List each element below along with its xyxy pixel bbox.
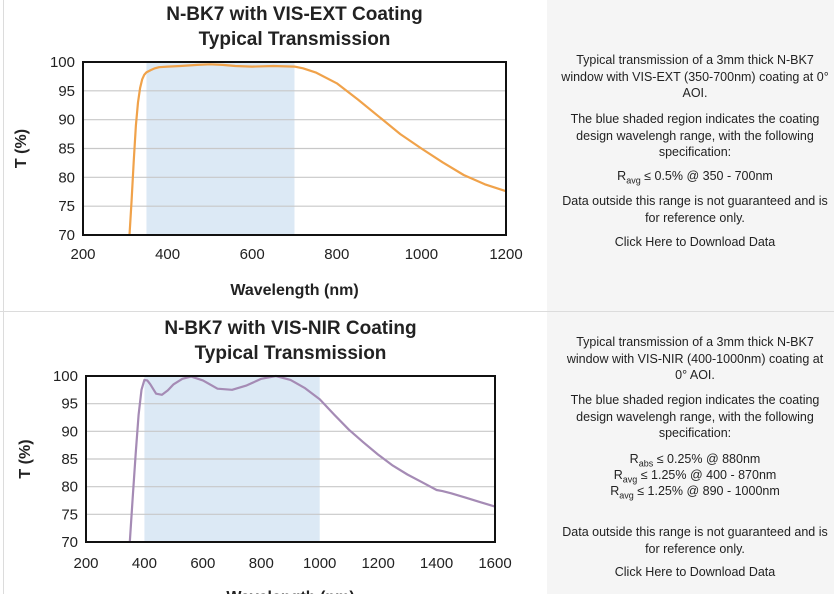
x-tick-label: 400 bbox=[132, 555, 157, 572]
plot-frame bbox=[85, 375, 496, 543]
spec-line: Ravg ≤ 0.5% @ 350 - 700nm bbox=[617, 169, 773, 186]
y-tick-label: 85 bbox=[58, 141, 75, 158]
y-tick-label: 70 bbox=[58, 227, 75, 244]
y-tick-label: 80 bbox=[58, 169, 75, 186]
product-row-vis-ext: N-BK7 with VIS-EXT Coating Typical Transm… bbox=[3, 0, 834, 311]
y-tick-label: 75 bbox=[58, 198, 75, 215]
x-tick-label: 1000 bbox=[405, 246, 438, 263]
x-tick-label: 1400 bbox=[420, 555, 453, 572]
chart-title: N-BK7 with VIS-NIR Coating bbox=[164, 318, 416, 339]
transmission-line bbox=[128, 374, 496, 543]
transmission-line bbox=[128, 63, 507, 236]
x-tick-label: 200 bbox=[73, 555, 98, 572]
x-tick-label: 800 bbox=[249, 555, 274, 572]
description-text: Typical transmission of a 3mm thick N-BK… bbox=[566, 335, 824, 382]
chart-cell: N-BK7 with VIS-EXT Coating Typical Transm… bbox=[3, 0, 548, 311]
description-cell: Typical transmission of a 3mm thick N-BK… bbox=[547, 312, 834, 594]
x-axis-label: Wavelength (nm) bbox=[230, 282, 358, 299]
y-tick-label: 100 bbox=[53, 368, 78, 385]
description-text: Typical transmission of a 3mm thick N-BK… bbox=[561, 53, 829, 100]
download-data-link[interactable]: Click Here to Download Data bbox=[614, 235, 776, 249]
y-tick-label: 80 bbox=[61, 479, 78, 496]
y-axis-label: T (%) bbox=[17, 439, 34, 478]
chart-title: N-BK7 with VIS-EXT Coating bbox=[166, 4, 423, 25]
spec-line: Ravg ≤ 1.25% @ 890 - 1000nm bbox=[610, 484, 780, 501]
y-tick-label: 70 bbox=[61, 534, 78, 551]
y-axis-label: T (%) bbox=[13, 129, 30, 168]
description-cell: Typical transmission of a 3mm thick N-BK… bbox=[547, 0, 834, 311]
y-tick-label: 85 bbox=[61, 451, 78, 468]
chart-cell: N-BK7 with VIS-NIR Coating Typical Transm… bbox=[3, 312, 548, 594]
x-tick-label: 1200 bbox=[489, 246, 522, 263]
plot-frame bbox=[82, 61, 507, 236]
chart-title: Typical Transmission bbox=[195, 343, 387, 364]
y-tick-label: 95 bbox=[58, 83, 75, 100]
y-tick-label: 90 bbox=[58, 112, 75, 129]
x-tick-label: 600 bbox=[190, 555, 215, 572]
disclaimer-text: Data outside this range is not guarantee… bbox=[562, 194, 828, 225]
x-tick-label: 1000 bbox=[303, 555, 336, 572]
y-tick-label: 75 bbox=[61, 506, 78, 523]
x-tick-label: 1600 bbox=[478, 555, 511, 572]
x-tick-label: 200 bbox=[70, 246, 95, 263]
x-tick-label: 400 bbox=[155, 246, 180, 263]
chart-title: Typical Transmission bbox=[199, 29, 391, 50]
transmission-chart-vis-ext: N-BK7 with VIS-EXT Coating Typical Transm… bbox=[13, 4, 523, 299]
y-tick-label: 100 bbox=[50, 54, 75, 71]
download-data-link[interactable]: Click Here to Download Data bbox=[614, 565, 776, 579]
disclaimer-text: Data outside this range is not guarantee… bbox=[562, 525, 828, 556]
y-tick-label: 95 bbox=[61, 396, 78, 413]
shaded-region-note: The blue shaded region indicates the coa… bbox=[570, 112, 820, 159]
x-axis-label: Wavelength (nm) bbox=[226, 589, 354, 594]
shaded-region-note: The blue shaded region indicates the coa… bbox=[570, 393, 820, 440]
product-row-vis-nir: N-BK7 with VIS-NIR Coating Typical Transm… bbox=[0, 311, 834, 594]
x-tick-label: 800 bbox=[324, 246, 349, 263]
transmission-chart-vis-nir: N-BK7 with VIS-NIR Coating Typical Transm… bbox=[17, 318, 512, 594]
x-tick-label: 1200 bbox=[361, 555, 394, 572]
y-tick-label: 90 bbox=[61, 423, 78, 440]
spec-line: Ravg ≤ 1.25% @ 400 - 870nm bbox=[613, 468, 777, 485]
spec-line: Rabs ≤ 0.25% @ 880nm bbox=[629, 452, 761, 469]
x-tick-label: 600 bbox=[240, 246, 265, 263]
